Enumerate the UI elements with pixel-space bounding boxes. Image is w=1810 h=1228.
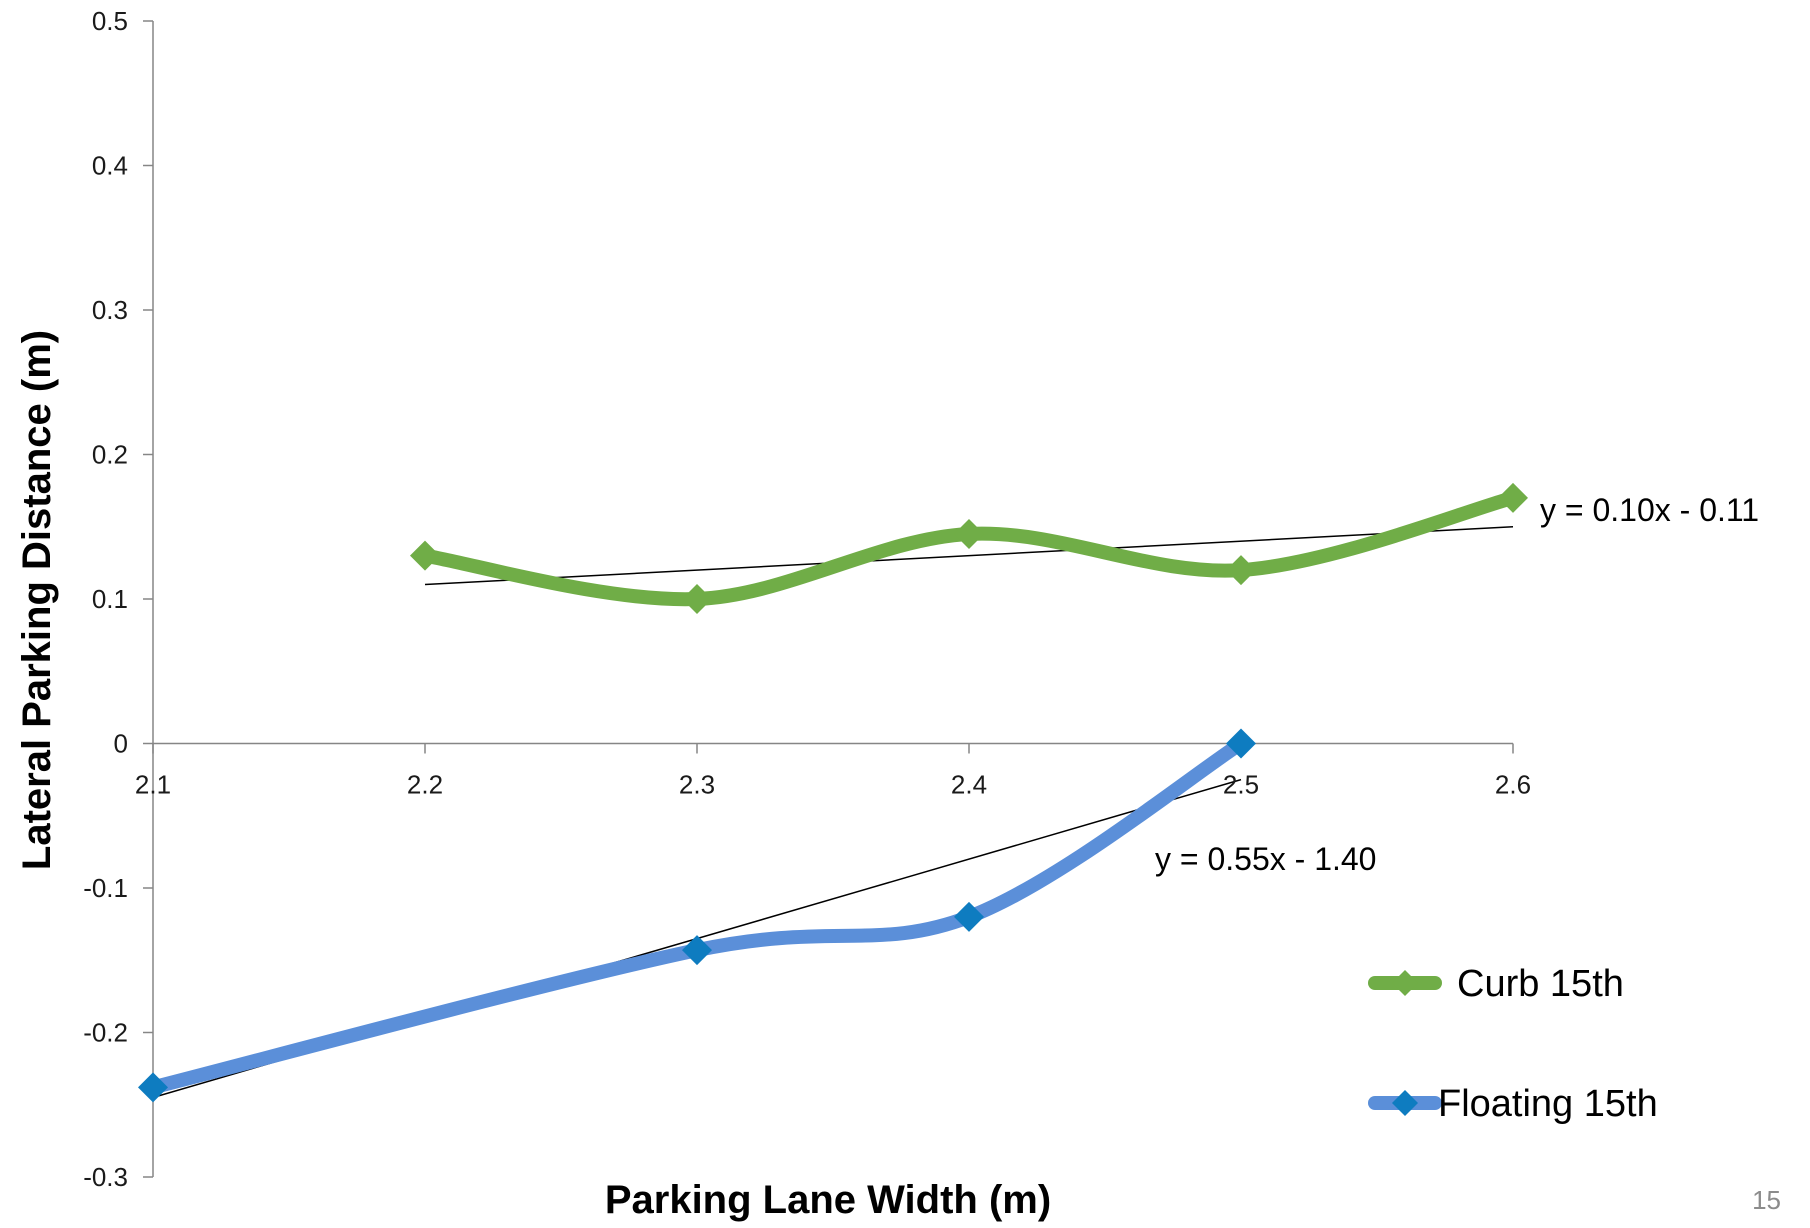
data-point-floating [1226, 728, 1256, 759]
series-lines [146, 490, 1520, 1095]
data-point-floating [138, 1072, 168, 1103]
axes [143, 20, 1514, 1178]
x-tick-label: 2.1 [135, 770, 171, 800]
x-tick-label: 2.4 [951, 770, 987, 800]
x-axis-title: Parking Lane Width (m) [605, 1178, 1051, 1222]
data-point-curb [1498, 482, 1528, 513]
y-tick-label: 0.2 [92, 440, 128, 470]
y-tick-label: 0.3 [92, 295, 128, 325]
y-tick-label: 0.5 [92, 6, 128, 36]
y-tick-label: 0.1 [92, 584, 128, 614]
data-point-curb [682, 584, 712, 614]
legend-label-floating: Floating 15th [1438, 1083, 1658, 1125]
legend-entry-curb: Curb 15th [1368, 963, 1624, 1005]
legend-label-curb: Curb 15th [1457, 963, 1624, 1005]
trendlines [152, 526, 1514, 1099]
x-tick-label: 2.3 [679, 770, 715, 800]
markers [138, 482, 1528, 1103]
series-line-floating [146, 736, 1248, 1095]
legend: Curb 15th Floating 15th [1368, 963, 1658, 1125]
y-tick-label: -0.2 [83, 1018, 128, 1048]
tick-labels: 0.5 0.4 0.3 0.2 0.1 0 -0.1 -0.2 -0.3 2.1 2.2 2.3 2.4… [83, 6, 1531, 1192]
trendline-equation-floating: y = 0.55x - 1.40 [1155, 841, 1376, 877]
x-tick-label: 2.6 [1495, 770, 1531, 800]
x-tick-label: 2.5 [1223, 770, 1259, 800]
data-point-floating [682, 935, 712, 966]
data-point-curb [1226, 555, 1256, 586]
y-axis-title: Lateral Parking Distance (m) [15, 330, 59, 870]
legend-marker-curb [1392, 970, 1418, 996]
trendline-curb [424, 526, 1514, 586]
data-point-floating [954, 901, 984, 932]
y-tick-label: 0.4 [92, 151, 128, 181]
page-number: 15 [1752, 1185, 1781, 1215]
x-tick-label: 2.2 [407, 770, 443, 800]
data-point-curb [954, 518, 984, 549]
legend-marker-floating [1392, 1090, 1418, 1116]
y-tick-label: -0.3 [83, 1162, 128, 1192]
y-tick-label: 0 [114, 729, 128, 759]
trendline-equation-curb: y = 0.10x - 0.11 [1540, 492, 1759, 528]
legend-entry-floating: Floating 15th [1368, 1083, 1658, 1125]
data-point-curb [410, 540, 440, 571]
y-tick-label: -0.1 [83, 873, 128, 903]
